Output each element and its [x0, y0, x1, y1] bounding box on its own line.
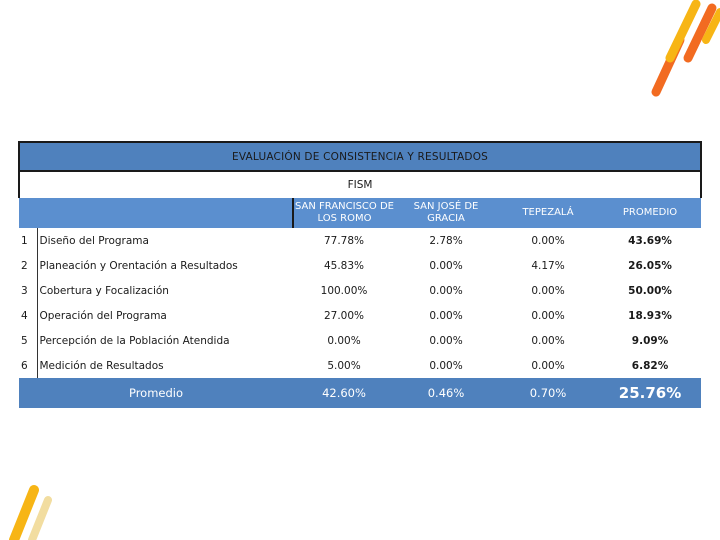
- cell-average: 43.69%: [599, 228, 702, 253]
- cell-value: 5.00%: [293, 353, 395, 378]
- cell-value: 0.00%: [497, 303, 599, 328]
- cell-value: 0.00%: [395, 353, 497, 378]
- table-title: EVALUACIÓN DE CONSISTENCIA Y RESULTADOS: [17, 141, 703, 172]
- table-row: 6 Medición de Resultados 5.00% 0.00% 0.0…: [19, 353, 702, 378]
- average-value: 0.70%: [497, 378, 599, 408]
- average-row: Promedio 42.60% 0.46% 0.70% 25.76%: [19, 378, 702, 408]
- row-label: Operación del Programa: [36, 303, 293, 328]
- row-number: 1: [19, 228, 37, 253]
- table-row: 4 Operación del Programa 27.00% 0.00% 0.…: [19, 303, 702, 328]
- row-label: Percepción de la Población Atendida: [36, 328, 293, 353]
- row-number: 5: [19, 328, 37, 353]
- cell-value: 0.00%: [395, 278, 497, 303]
- cell-value: 4.17%: [497, 253, 599, 278]
- average-value: 42.60%: [293, 378, 395, 408]
- row-label: Planeación y Orentación a Resultados: [36, 253, 293, 278]
- column-header: SAN JOSÉ DE GRACIA: [395, 198, 497, 228]
- row-label: Medición de Resultados: [36, 353, 293, 378]
- cell-average: 6.82%: [599, 353, 702, 378]
- cell-value: 77.78%: [293, 228, 395, 253]
- row-number: 2: [19, 253, 37, 278]
- cell-average: 26.05%: [599, 253, 702, 278]
- cell-value: 100.00%: [293, 278, 395, 303]
- decorative-stripes-bottom: [9, 485, 52, 540]
- column-header: SAN FRANCISCO DE LOS ROMO: [292, 198, 395, 228]
- row-number: 4: [19, 303, 37, 328]
- row-number: 3: [19, 278, 37, 303]
- evaluation-table: EVALUACIÓN DE CONSISTENCIA Y RESULTADOS …: [17, 141, 703, 408]
- cell-value: 0.00%: [293, 328, 395, 353]
- cell-value: 0.00%: [497, 228, 599, 253]
- cell-average: 50.00%: [599, 278, 702, 303]
- cell-value: 0.00%: [497, 353, 599, 378]
- header-blank: [19, 198, 37, 228]
- header-row: SAN FRANCISCO DE LOS ROMO SAN JOSÉ DE GR…: [19, 198, 702, 228]
- cell-value: 0.00%: [395, 303, 497, 328]
- cell-value: 27.00%: [293, 303, 395, 328]
- row-number: 6: [19, 353, 37, 378]
- table-row: 3 Cobertura y Focalización 100.00% 0.00%…: [19, 278, 702, 303]
- cell-value: 0.00%: [395, 253, 497, 278]
- average-label: Promedio: [19, 378, 293, 408]
- row-label: Diseño del Programa: [36, 228, 293, 253]
- cell-value: 0.00%: [395, 328, 497, 353]
- average-value: 0.46%: [395, 378, 497, 408]
- row-label: Cobertura y Focalización: [36, 278, 293, 303]
- table-row: 5 Percepción de la Población Atendida 0.…: [19, 328, 702, 353]
- column-header: TEPEZALÁ: [497, 198, 599, 228]
- header-blank: [37, 198, 293, 228]
- cell-average: 18.93%: [599, 303, 702, 328]
- decorative-stripes-top: [651, 0, 720, 97]
- cell-value: 45.83%: [293, 253, 395, 278]
- cell-average: 9.09%: [599, 328, 702, 353]
- cell-value: 0.00%: [497, 328, 599, 353]
- overall-average: 25.76%: [599, 378, 702, 408]
- table-row: 1 Diseño del Programa 77.78% 2.78% 0.00%…: [19, 228, 702, 253]
- cell-value: 2.78%: [395, 228, 497, 253]
- table-subtitle: FISM: [17, 171, 703, 198]
- column-header: PROMEDIO: [599, 198, 702, 228]
- cell-value: 0.00%: [497, 278, 599, 303]
- table-row: 2 Planeación y Orentación a Resultados 4…: [19, 253, 702, 278]
